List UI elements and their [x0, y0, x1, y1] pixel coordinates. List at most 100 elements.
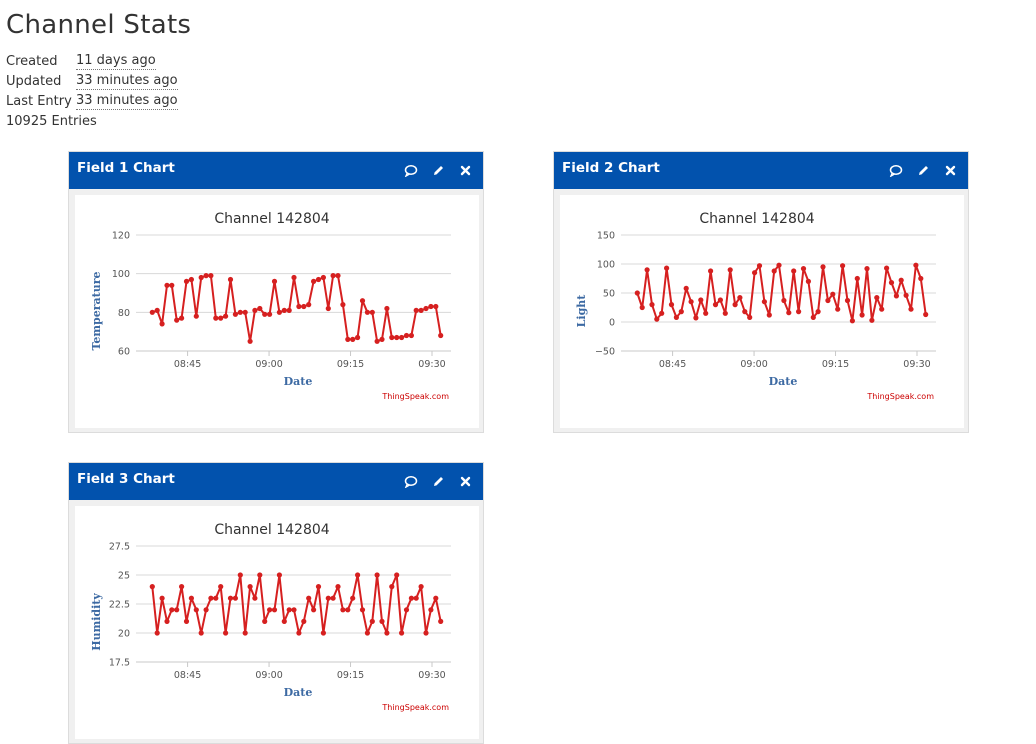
data-point[interactable]	[306, 595, 312, 601]
data-point[interactable]	[227, 595, 234, 601]
data-point[interactable]	[742, 309, 748, 315]
data-point[interactable]	[149, 309, 155, 315]
data-point[interactable]	[174, 607, 180, 613]
data-point[interactable]	[350, 336, 356, 342]
close-icon[interactable]	[457, 474, 473, 490]
data-point[interactable]	[179, 315, 185, 321]
data-point[interactable]	[678, 309, 684, 315]
data-point[interactable]	[854, 275, 860, 282]
data-point[interactable]	[208, 595, 214, 601]
data-point[interactable]	[369, 618, 375, 624]
data-point[interactable]	[898, 277, 904, 283]
data-point[interactable]	[159, 595, 165, 601]
data-point[interactable]	[664, 265, 670, 271]
data-point[interactable]	[223, 630, 229, 636]
data-point[interactable]	[893, 293, 899, 299]
data-point[interactable]	[835, 306, 841, 312]
data-point[interactable]	[428, 607, 434, 613]
data-point[interactable]	[423, 305, 429, 312]
data-point[interactable]	[188, 276, 194, 283]
data-point[interactable]	[384, 305, 390, 312]
data-point[interactable]	[408, 595, 414, 601]
data-point[interactable]	[384, 630, 390, 636]
data-point[interactable]	[213, 595, 219, 601]
data-point[interactable]	[654, 316, 660, 322]
data-point[interactable]	[188, 595, 194, 601]
data-point[interactable]	[193, 607, 199, 613]
data-point[interactable]	[374, 572, 380, 578]
data-point[interactable]	[232, 595, 238, 601]
data-point[interactable]	[320, 630, 326, 636]
data-point[interactable]	[325, 305, 331, 312]
data-point[interactable]	[786, 310, 792, 316]
data-point[interactable]	[766, 312, 772, 318]
data-point[interactable]	[291, 274, 297, 281]
data-point[interactable]	[698, 297, 704, 303]
data-point[interactable]	[394, 334, 400, 341]
close-icon[interactable]	[942, 163, 958, 179]
data-point[interactable]	[242, 309, 248, 315]
data-point[interactable]	[315, 584, 322, 590]
data-point[interactable]	[771, 268, 777, 274]
data-point[interactable]	[918, 275, 924, 282]
data-point[interactable]	[908, 306, 914, 312]
comment-icon[interactable]	[888, 163, 904, 179]
data-point[interactable]	[913, 262, 919, 268]
data-point[interactable]	[888, 280, 895, 286]
data-point[interactable]	[639, 304, 645, 311]
data-point[interactable]	[271, 278, 278, 284]
data-point[interactable]	[183, 278, 190, 284]
data-point[interactable]	[257, 305, 263, 312]
data-point[interactable]	[825, 297, 831, 304]
data-point[interactable]	[218, 584, 224, 590]
data-point[interactable]	[379, 618, 385, 624]
data-point[interactable]	[418, 307, 424, 313]
data-point[interactable]	[815, 309, 821, 315]
comment-icon[interactable]	[403, 163, 419, 179]
data-point[interactable]	[752, 270, 758, 276]
thingspeak-credit[interactable]: ThingSpeak.com	[381, 703, 449, 712]
data-point[interactable]	[311, 278, 317, 284]
data-point[interactable]	[389, 584, 395, 590]
data-point[interactable]	[203, 607, 209, 613]
data-point[interactable]	[169, 607, 175, 613]
data-point[interactable]	[179, 584, 185, 590]
data-point[interactable]	[359, 298, 366, 304]
thingspeak-credit[interactable]: ThingSpeak.com	[866, 392, 934, 401]
comment-icon[interactable]	[403, 474, 419, 490]
data-point[interactable]	[844, 297, 851, 304]
data-point[interactable]	[438, 618, 444, 624]
data-point[interactable]	[712, 302, 719, 308]
data-point[interactable]	[688, 299, 694, 305]
data-point[interactable]	[355, 572, 361, 578]
data-point[interactable]	[340, 607, 346, 613]
data-point[interactable]	[438, 332, 444, 339]
data-point[interactable]	[776, 262, 782, 268]
data-point[interactable]	[859, 312, 865, 318]
close-icon[interactable]	[457, 163, 473, 179]
data-point[interactable]	[403, 607, 410, 613]
data-point[interactable]	[320, 274, 326, 281]
data-point[interactable]	[271, 607, 278, 613]
data-point[interactable]	[879, 306, 885, 312]
data-point[interactable]	[262, 311, 268, 317]
data-point[interactable]	[252, 307, 258, 313]
data-point[interactable]	[379, 336, 385, 342]
data-point[interactable]	[810, 314, 816, 320]
data-point[interactable]	[237, 572, 243, 578]
data-point[interactable]	[727, 267, 733, 273]
data-point[interactable]	[374, 338, 380, 344]
data-point[interactable]	[267, 311, 273, 317]
data-point[interactable]	[232, 311, 238, 317]
pencil-icon[interactable]	[430, 474, 446, 490]
data-point[interactable]	[193, 313, 199, 319]
data-point[interactable]	[330, 595, 336, 601]
data-point[interactable]	[262, 618, 268, 624]
data-point[interactable]	[800, 266, 807, 272]
data-point[interactable]	[311, 607, 317, 613]
data-point[interactable]	[791, 268, 797, 274]
data-point[interactable]	[159, 321, 165, 327]
data-point[interactable]	[227, 276, 234, 283]
pencil-icon[interactable]	[915, 163, 931, 179]
data-point[interactable]	[350, 595, 356, 601]
